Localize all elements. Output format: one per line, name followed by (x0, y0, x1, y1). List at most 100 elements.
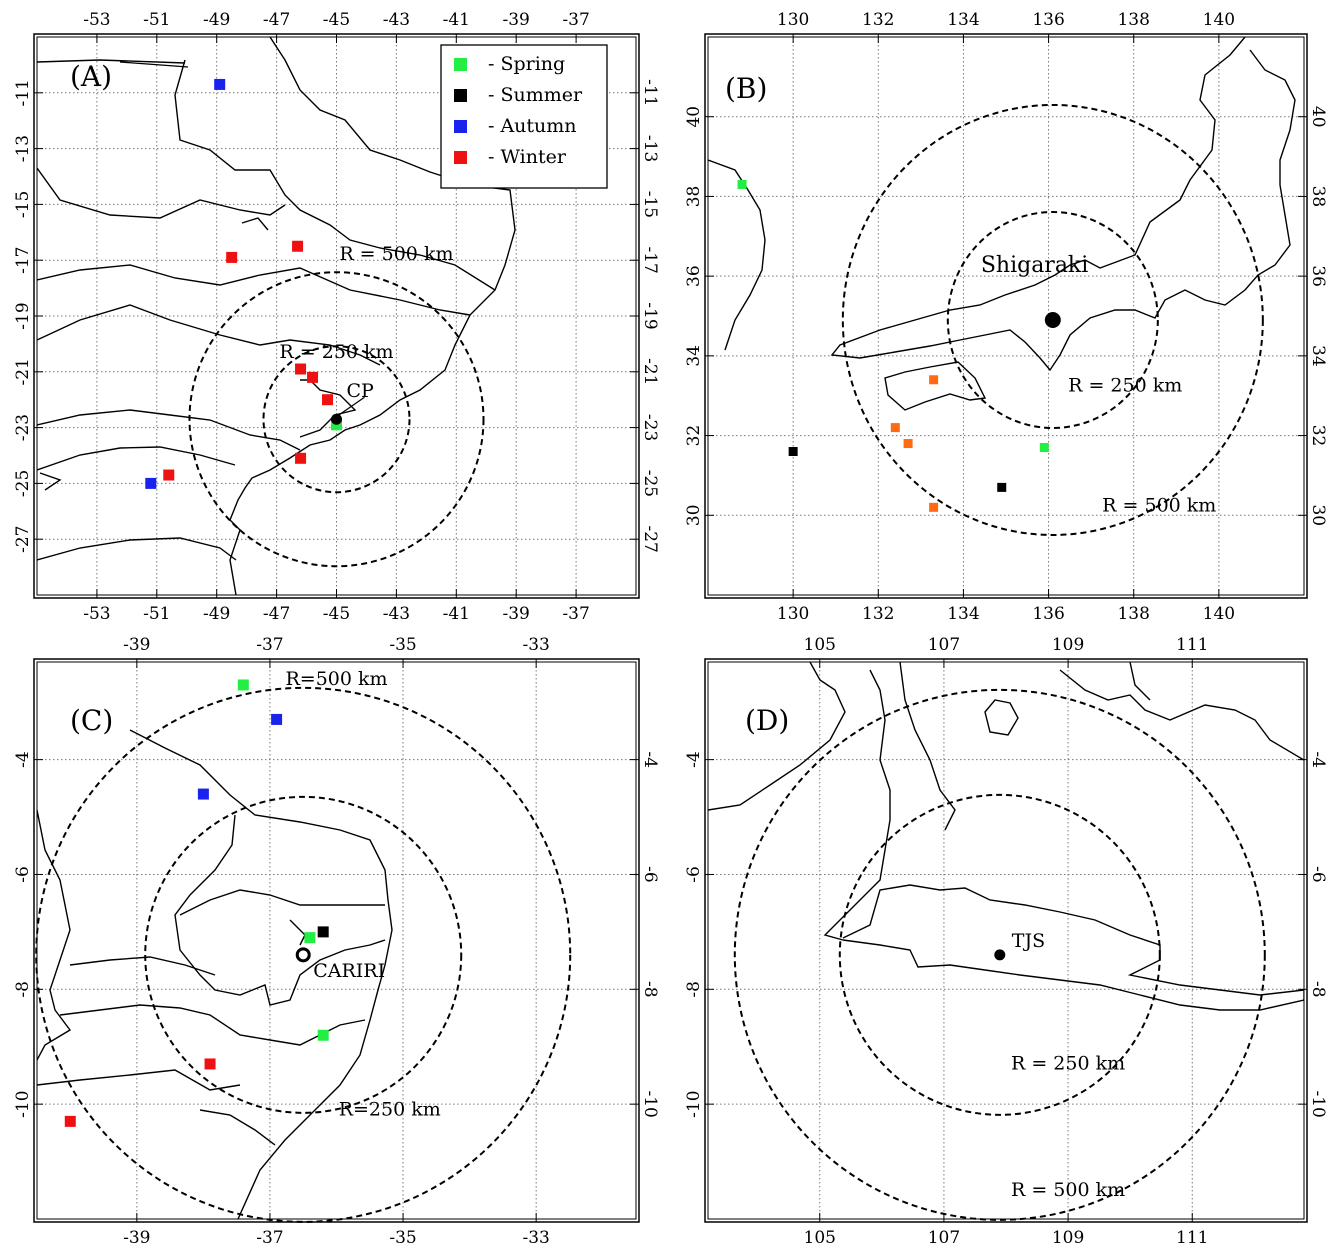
panel-c-range-rings: R=500 km R=250 km (35, 668, 572, 1223)
lat-tick-label-left: 30 (684, 504, 704, 526)
legend-swatch (454, 89, 467, 102)
legend-entry-label: - Winter (488, 146, 567, 168)
lon-tick-label-top: 140 (1203, 10, 1235, 30)
lon-tick-label-bottom: -41 (443, 604, 470, 624)
lon-tick-label-bottom: 138 (1117, 604, 1149, 624)
lon-tick-label-bottom: 107 (928, 1228, 960, 1244)
lat-tick-label-left: -25 (13, 470, 33, 497)
lon-tick-label-top: -35 (389, 635, 416, 655)
range-ring-500km (188, 271, 485, 568)
panel-b-label: (B) (725, 72, 767, 105)
data-point (331, 419, 342, 431)
data-point (929, 502, 939, 512)
lat-tick-label-left: 40 (684, 106, 704, 128)
data-point (1039, 443, 1049, 453)
lon-tick-label-bottom: 136 (1032, 604, 1064, 624)
panel-b-plot-area (707, 36, 1305, 596)
panel-c-ticks: -39 -39 -37 -37 -35 -35 -33 -33 -4 -4 -6 -6 -8 -8 -10 -… (13, 635, 660, 1244)
lon-tick-label-bottom: 109 (1052, 1228, 1084, 1244)
panel-b-coastlines (708, 37, 1296, 411)
range-ring-label: R=250 km (339, 1099, 441, 1121)
panel-c-label: (C) (70, 704, 113, 737)
panel-a-grid (37, 37, 636, 595)
lat-tick-label-left: -8 (684, 981, 704, 998)
data-point (226, 251, 238, 263)
panel-a-label: (A) (70, 60, 112, 93)
lon-tick-label-top: -37 (562, 10, 589, 30)
station-marker (331, 413, 342, 425)
panel-d: R = 250 kmR = 500 km 1051051071071091091… (684, 635, 1328, 1244)
panel-c-data-points (64, 679, 329, 1127)
lat-tick-label-right: -25 (640, 470, 660, 497)
range-ring-250km (838, 793, 1161, 1116)
lat-tick-label-left: -4 (684, 751, 704, 768)
range-ring-label: R = 500 km (1011, 1179, 1125, 1201)
station-name: Shigaraki (981, 253, 1088, 278)
range-ring-250km (946, 210, 1159, 429)
panel-d-label: (D) (745, 704, 789, 737)
panel-c-grid (37, 662, 636, 1219)
range-ring-label: R=500 km (285, 668, 387, 690)
station-marker (1044, 311, 1061, 328)
lon-tick-label-top: 107 (928, 635, 960, 655)
legend-swatch (454, 120, 467, 133)
station-name: TJS (1012, 930, 1045, 952)
panel-a-legend: - Spring - Summer - Autumn - Winter (440, 44, 608, 189)
lon-tick-label-top: 132 (862, 10, 894, 30)
lon-tick-label-bottom: 105 (804, 1228, 836, 1244)
lon-tick-label-bottom: -51 (143, 604, 170, 624)
data-point (737, 179, 747, 189)
range-ring-label: R = 250 km (1011, 1053, 1125, 1075)
lat-tick-label-right: -15 (640, 191, 660, 218)
lat-tick-label-left: -21 (13, 358, 33, 385)
lon-tick-label-bottom: -43 (383, 604, 410, 624)
panel-a-ticks: -53 -53 -51 -51 -49 -49 -47 -47 -45 -45 -43 -43 -41 -… (13, 10, 660, 624)
panel-a-range-rings: R = 500 km R = 250 km (188, 243, 485, 568)
lon-tick-label-top: 109 (1052, 635, 1084, 655)
lat-tick-label-left: 32 (684, 425, 704, 447)
data-point (237, 679, 249, 691)
panel-a: R = 500 kmR = 250 km -53-53-51-51-49-49-… (13, 10, 660, 624)
legend-swatch (454, 58, 467, 71)
lon-tick-label-top: 130 (777, 10, 809, 30)
legend-swatch (454, 151, 467, 164)
lat-tick-label-right: -6 (1308, 866, 1328, 883)
panel-b-range-rings: R = 250 km R = 500 km (841, 103, 1264, 536)
panel-c-station: CARIRI (295, 947, 385, 982)
lat-tick-label-right: -19 (640, 302, 660, 329)
range-ring-label: R = 500 km (1102, 494, 1216, 516)
lat-tick-label-left: -17 (13, 247, 33, 274)
panel-b-data-points (737, 179, 1049, 512)
lon-tick-label-bottom: 140 (1203, 604, 1235, 624)
data-point (295, 363, 307, 375)
lat-tick-label-left: -10 (13, 1090, 33, 1117)
data-point (271, 713, 283, 725)
lon-tick-label-bottom: 111 (1176, 1228, 1208, 1244)
panel-d-coastlines (708, 662, 1304, 1011)
lat-tick-label-right: -17 (640, 247, 660, 274)
lat-tick-label-left: -19 (13, 302, 33, 329)
station-marker (994, 949, 1006, 961)
panel-b-grid (708, 37, 1304, 595)
lat-tick-label-left: -4 (13, 751, 33, 768)
data-point (304, 932, 316, 944)
range-ring-500km (841, 103, 1264, 536)
lat-tick-label-left: -15 (13, 191, 33, 218)
lon-tick-label-bottom: -39 (503, 604, 530, 624)
lon-tick-label-top: -33 (522, 635, 549, 655)
data-point (64, 1115, 76, 1127)
lon-tick-label-top: -49 (203, 10, 230, 30)
legend-box (440, 44, 608, 189)
lon-tick-label-bottom: 132 (862, 604, 894, 624)
lon-tick-label-top: -51 (143, 10, 170, 30)
panel-c: R=500 kmR=250 km -39-39-37-37-35-35-33-3… (13, 635, 660, 1244)
range-ring-500km (733, 688, 1266, 1221)
lon-tick-label-bottom: 134 (947, 604, 979, 624)
lat-tick-label-left: -6 (13, 866, 33, 883)
lat-tick-label-right: -8 (640, 981, 660, 998)
lon-tick-label-top: -53 (83, 10, 110, 30)
lat-tick-label-left: 34 (684, 345, 704, 367)
lon-tick-label-top: 136 (1032, 10, 1064, 30)
lon-tick-label-top: -41 (443, 10, 470, 30)
lon-tick-label-bottom: -47 (263, 604, 290, 624)
